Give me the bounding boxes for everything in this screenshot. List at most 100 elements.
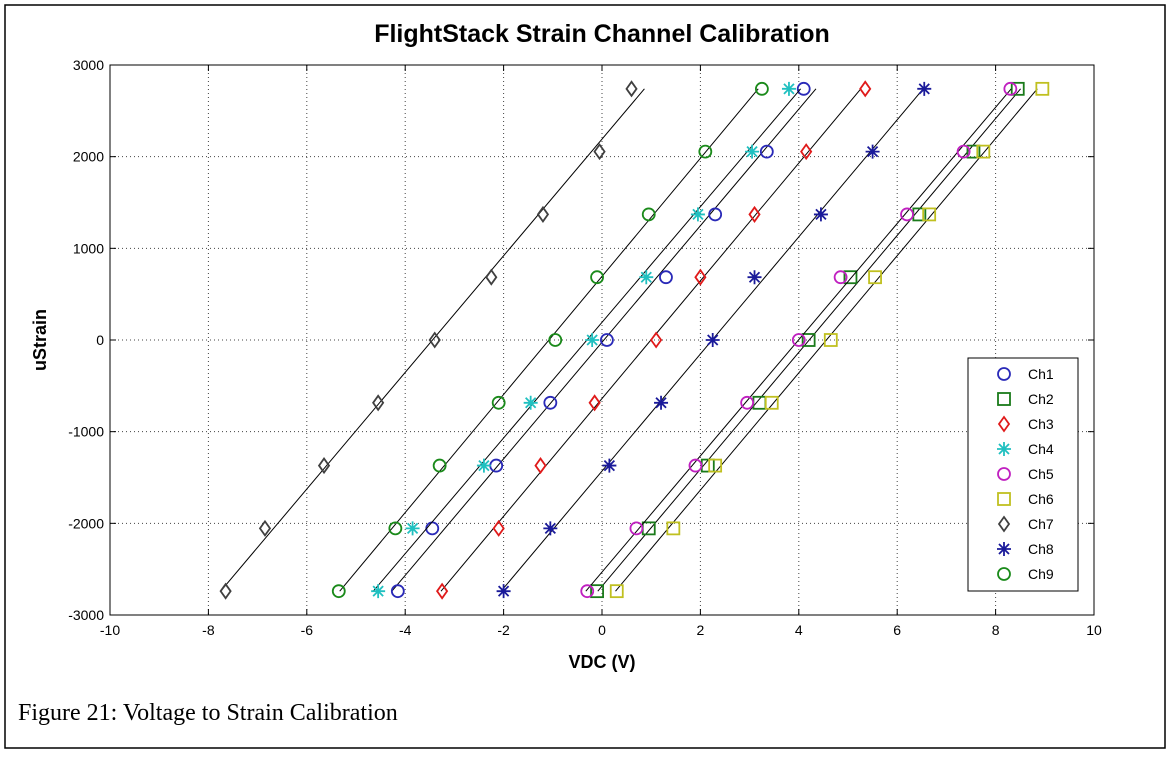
x-tick-label: -6 [301, 622, 314, 638]
marker [593, 143, 606, 161]
marker [1035, 81, 1050, 96]
marker [543, 395, 558, 410]
marker [625, 80, 638, 98]
figure-caption: Figure 21: Voltage to Strain Calibration [18, 700, 398, 726]
marker [868, 270, 882, 285]
marker [371, 584, 386, 599]
legend-marker [997, 492, 1011, 506]
legend-marker [997, 515, 1011, 533]
x-tick-label: 2 [697, 622, 705, 638]
marker [865, 144, 880, 159]
marker [523, 395, 538, 410]
legend-label: Ch2 [1028, 391, 1054, 407]
y-axis-label: uStrain [30, 309, 50, 371]
marker [740, 395, 755, 410]
marker [580, 584, 595, 599]
marker [654, 395, 669, 410]
marker [491, 395, 506, 410]
marker [536, 205, 550, 223]
marker [388, 521, 403, 536]
x-tick-label: 6 [893, 622, 901, 638]
legend-box [967, 357, 1079, 592]
legend-label: Ch5 [1028, 466, 1054, 482]
marker [639, 270, 654, 285]
marker [748, 205, 761, 223]
marker [759, 144, 774, 159]
marker [492, 519, 505, 537]
x-tick-label: -10 [100, 622, 120, 638]
x-tick-label: 0 [598, 622, 606, 638]
marker [859, 80, 872, 98]
legend-marker [997, 467, 1011, 481]
marker [258, 519, 272, 537]
marker [372, 394, 385, 412]
y-tick-label: 1000 [73, 240, 104, 256]
marker [317, 457, 331, 475]
marker [917, 81, 932, 96]
legend-marker [997, 367, 1011, 381]
marker [590, 270, 604, 285]
marker [705, 333, 720, 347]
legend-marker [997, 392, 1011, 406]
fit-line [391, 88, 817, 592]
marker [435, 582, 449, 600]
marker [690, 207, 705, 222]
marker [747, 270, 762, 285]
chart-title: FlightStack Strain Channel Calibration [374, 20, 830, 48]
marker [609, 584, 624, 599]
x-tick-label: 10 [1086, 622, 1102, 638]
marker [1010, 81, 1025, 96]
y-tick-label: -2000 [68, 515, 104, 531]
legend-label: Ch3 [1028, 416, 1054, 432]
marker [708, 458, 723, 473]
x-tick-label: 4 [795, 622, 803, 638]
marker [823, 333, 838, 347]
legend-marker [997, 542, 1011, 556]
marker [976, 144, 991, 159]
marker [534, 457, 547, 475]
y-tick-label: 2000 [73, 149, 104, 165]
marker [843, 270, 858, 285]
legend-label: Ch7 [1028, 516, 1054, 532]
y-tick-label: 3000 [73, 57, 104, 73]
marker [590, 584, 604, 599]
marker [585, 333, 600, 347]
fit-line [597, 88, 1021, 592]
legend-label: Ch6 [1028, 491, 1054, 507]
marker [219, 582, 232, 600]
marker [390, 584, 405, 599]
legend-label: Ch8 [1028, 541, 1054, 557]
legend-marker [997, 415, 1011, 433]
marker [922, 207, 937, 222]
marker [800, 143, 813, 161]
x-tick-label: -2 [497, 622, 510, 638]
marker [688, 458, 703, 473]
marker [1003, 81, 1018, 96]
fit-line [585, 88, 1012, 592]
marker [432, 458, 447, 473]
marker [600, 333, 614, 347]
marker [588, 394, 601, 412]
marker [796, 81, 811, 96]
legend-marker [997, 442, 1011, 456]
legend-label: Ch1 [1028, 366, 1054, 382]
marker [956, 144, 971, 159]
legend-label: Ch4 [1028, 441, 1054, 457]
legend-label: Ch9 [1028, 566, 1054, 582]
x-tick-label: -4 [399, 622, 412, 638]
y-tick-label: -3000 [68, 607, 104, 623]
marker [694, 268, 707, 286]
marker [900, 207, 914, 222]
y-tick-label: -1000 [68, 424, 104, 440]
marker [331, 584, 346, 599]
marker [966, 144, 981, 159]
marker [755, 81, 769, 96]
marker [659, 270, 673, 285]
marker [405, 521, 420, 536]
marker [602, 458, 617, 473]
marker [801, 333, 816, 347]
marker [641, 207, 656, 222]
marker [485, 268, 498, 286]
marker [650, 331, 663, 349]
